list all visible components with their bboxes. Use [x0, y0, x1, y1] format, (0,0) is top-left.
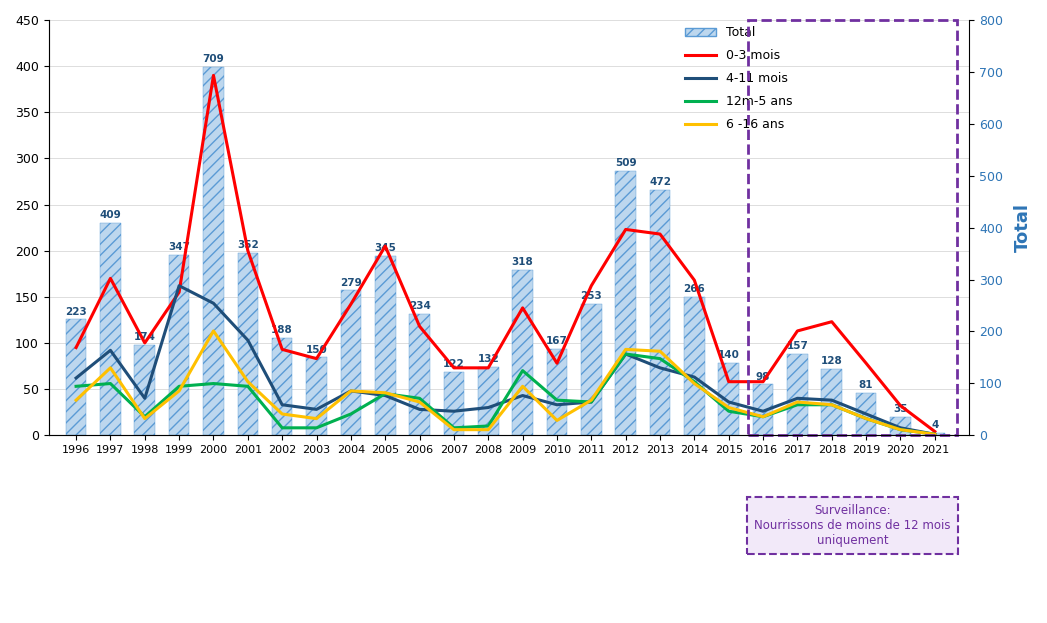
Text: 128: 128: [821, 356, 843, 366]
Bar: [444, 372, 464, 435]
Bar: [340, 290, 361, 435]
Bar: [718, 363, 739, 435]
Text: 122: 122: [443, 359, 465, 369]
Bar: [822, 369, 842, 435]
Text: 472: 472: [649, 178, 671, 188]
Text: 188: 188: [271, 325, 293, 335]
Text: 4: 4: [931, 421, 938, 430]
Bar: [66, 320, 87, 435]
Bar: [616, 171, 636, 435]
Bar: [512, 270, 533, 435]
Text: 174: 174: [134, 332, 156, 342]
Bar: [787, 354, 807, 435]
Bar: [684, 297, 705, 435]
Text: 81: 81: [859, 381, 873, 391]
Text: 150: 150: [306, 345, 328, 354]
Text: 509: 509: [615, 158, 637, 168]
Text: 347: 347: [169, 242, 191, 252]
Text: 318: 318: [512, 257, 534, 267]
Text: 132: 132: [477, 354, 499, 364]
Bar: [650, 190, 670, 435]
Bar: [581, 304, 602, 435]
Text: 35: 35: [893, 404, 908, 414]
Bar: [169, 255, 190, 435]
Legend: Total, 0-3 mois, 4-11 mois, 12m-5 ans, 6 -16 ans: Total, 0-3 mois, 4-11 mois, 12m-5 ans, 6…: [685, 26, 793, 131]
Bar: [101, 223, 120, 435]
Text: 253: 253: [580, 291, 602, 301]
Text: 234: 234: [408, 301, 430, 311]
Text: 157: 157: [786, 341, 808, 351]
Text: 266: 266: [684, 284, 706, 295]
Bar: [478, 367, 498, 435]
Bar: [203, 67, 224, 435]
Text: 709: 709: [203, 54, 224, 64]
Bar: [238, 252, 259, 435]
Text: 345: 345: [374, 244, 396, 254]
Text: 140: 140: [718, 350, 739, 359]
Text: 223: 223: [65, 307, 87, 316]
Text: 279: 279: [340, 278, 362, 288]
Bar: [409, 314, 430, 435]
Y-axis label: Total: Total: [1013, 203, 1032, 252]
Bar: [748, 20, 957, 435]
Text: 98: 98: [756, 371, 771, 381]
Text: 409: 409: [99, 210, 121, 220]
Bar: [134, 345, 155, 435]
Bar: [855, 393, 876, 435]
Bar: [890, 417, 911, 435]
Bar: [925, 433, 945, 435]
Bar: [375, 256, 396, 435]
Bar: [753, 384, 774, 435]
Bar: [306, 358, 327, 435]
Bar: [547, 348, 567, 435]
Text: 352: 352: [237, 240, 259, 250]
Text: 167: 167: [547, 336, 567, 346]
Text: Surveillance:
Nourrissons de moins de 12 mois
uniquement: Surveillance: Nourrissons de moins de 12…: [754, 505, 951, 548]
Bar: [272, 338, 292, 435]
